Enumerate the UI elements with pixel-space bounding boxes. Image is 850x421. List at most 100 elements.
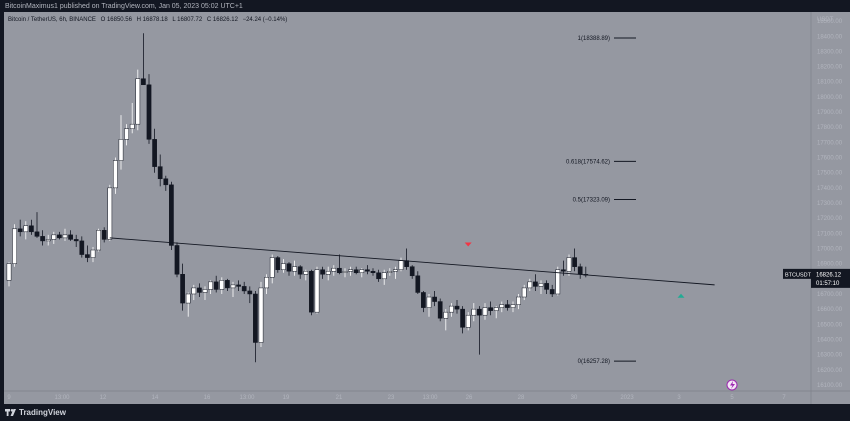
candle-body	[230, 284, 236, 289]
fib-level-label: 0(16257.28)	[578, 359, 610, 365]
candle-body	[264, 277, 269, 289]
candle-down	[415, 271, 421, 294]
candle-body	[146, 84, 152, 140]
flash-icon[interactable]	[726, 379, 738, 391]
trendline[interactable]	[109, 237, 715, 286]
candle-down	[225, 278, 230, 291]
symbol-name: Bitcoin / TetherUS, 6h, BINANCE	[8, 17, 96, 23]
price-tick-label: 18500.00	[817, 19, 843, 25]
candle-body	[538, 283, 544, 287]
candle-body	[449, 305, 454, 313]
candle-down	[353, 266, 359, 275]
candle-body	[202, 289, 208, 293]
candle-down	[432, 290, 437, 307]
candle-up	[465, 312, 471, 331]
time-axis-ticks: 9 13:00 12 14 16 13:00 19 21 23 13:00 26 28 30 2023 3 5…	[7, 395, 786, 401]
candle-up	[555, 266, 561, 296]
candle-body	[353, 269, 359, 274]
candle-body	[314, 269, 320, 313]
candle-body	[566, 257, 572, 272]
candle-body	[482, 307, 488, 316]
markers	[464, 242, 685, 298]
candle-body	[516, 296, 521, 305]
time-tick-label: 5	[730, 395, 734, 401]
candle-up	[348, 266, 353, 276]
candle-body	[169, 184, 174, 246]
candle-body	[258, 287, 264, 343]
candle-down	[297, 265, 303, 279]
candle-body	[471, 308, 477, 316]
candle-body	[253, 293, 258, 343]
candle-body	[191, 287, 197, 295]
candle-down	[146, 74, 152, 144]
candle-body	[129, 123, 135, 129]
time-tick-label: 3	[677, 395, 681, 401]
candle-body	[404, 260, 409, 267]
candle-body	[493, 307, 499, 311]
candle-up	[96, 228, 101, 252]
candle-body	[135, 78, 141, 125]
candle-body	[465, 314, 471, 328]
candle-down	[40, 230, 45, 246]
candle-up	[292, 260, 297, 276]
time-tick-label: 14	[152, 395, 159, 401]
candle-down	[141, 33, 146, 86]
fib-level-label: 0.5(17323.09)	[573, 198, 610, 204]
candle-body	[527, 281, 533, 289]
time-tick-label: 9	[7, 395, 11, 401]
candle-body	[62, 234, 68, 239]
candle-down	[85, 245, 90, 263]
candle-body	[269, 257, 275, 278]
candle-down	[370, 268, 376, 276]
candle-down	[157, 154, 163, 187]
candle-down	[454, 300, 460, 314]
candle-body	[488, 307, 493, 311]
fib-levels[interactable]: 1(18388.89) 0.618(17574.62) 0.5(17323.09) 0…	[566, 36, 636, 365]
candle-up	[135, 69, 141, 131]
candle-body	[359, 269, 365, 274]
candle-up	[426, 293, 432, 317]
candle-body	[337, 267, 342, 274]
badge-price-box	[811, 268, 850, 288]
candle-down	[101, 227, 107, 243]
candle-body	[51, 234, 57, 240]
candle-body	[555, 269, 561, 295]
candle-up	[499, 301, 505, 313]
candle-up	[449, 303, 454, 317]
candle-body	[241, 286, 247, 292]
candle-down	[572, 248, 577, 272]
price-tick-label: 18300.00	[817, 49, 843, 55]
plot-background[interactable]	[4, 12, 811, 404]
candle-body	[236, 284, 241, 287]
candle-body	[286, 263, 292, 272]
ohlc-close-label: C	[207, 17, 212, 23]
ohlc-open-label: O	[101, 17, 106, 23]
price-tick-label: 17500.00	[817, 171, 843, 177]
candle-body	[174, 245, 180, 275]
candle-down	[253, 290, 258, 363]
candle-body	[505, 304, 510, 308]
candle-down	[309, 269, 314, 316]
candle-body	[348, 269, 353, 272]
candle-body	[415, 275, 421, 293]
candle-body	[57, 234, 62, 239]
candle-body	[393, 269, 398, 272]
time-tick-label: 12	[100, 395, 107, 401]
candle-body	[185, 293, 191, 304]
price-tick-label: 16300.00	[817, 353, 843, 359]
candle-body	[107, 187, 113, 240]
candle-body	[432, 296, 437, 302]
candle-body	[96, 230, 101, 251]
candle-down	[437, 298, 443, 322]
candle-down	[505, 300, 510, 311]
candle-up	[538, 280, 544, 294]
candles	[6, 33, 589, 363]
candle-up	[325, 266, 331, 281]
time-tick-label: 13:00	[54, 395, 70, 401]
price-tick-label: 18000.00	[817, 95, 843, 101]
candle-body	[443, 311, 449, 319]
candle-body	[45, 239, 51, 242]
candle-up	[62, 228, 68, 241]
trendline-layer[interactable]	[109, 237, 715, 286]
